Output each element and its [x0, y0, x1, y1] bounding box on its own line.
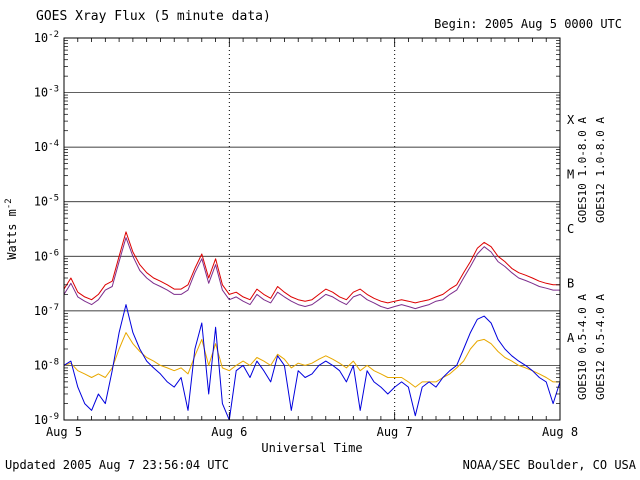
flare-class-label: A — [567, 331, 575, 345]
grid-layer — [64, 38, 560, 420]
y-tick-label: 10-9 — [34, 412, 59, 427]
series-path-goes12-short — [64, 304, 560, 420]
series-legend-goes10-short: GOES10 0.5-4.0 A — [576, 294, 589, 400]
series-path-goes10-short — [64, 332, 560, 388]
source-attribution-label: NOAA/SEC Boulder, CO USA — [463, 458, 637, 472]
chart-title: GOES Xray Flux (5 minute data) — [36, 9, 271, 24]
series-layer — [64, 231, 560, 420]
y-tick-label: 10-2 — [34, 30, 59, 45]
y-tick-label: 10-8 — [34, 357, 59, 372]
flare-class-label: B — [567, 277, 574, 291]
x-tick-label: Aug 7 — [377, 425, 413, 439]
y-tick-label: 10-6 — [34, 248, 59, 263]
flare-class-label: M — [567, 167, 574, 181]
y-axis-title: Watts m-2 — [4, 198, 19, 259]
series-legend-goes12-long: GOES12 1.0-8.0 A — [594, 117, 607, 223]
y-tick-label: 10-5 — [34, 194, 59, 209]
series-path-goes10-long — [64, 237, 560, 310]
x-tick-label: Aug 5 — [46, 425, 82, 439]
x-axis-title: Universal Time — [261, 441, 362, 455]
flare-class-label: C — [567, 222, 574, 236]
y-tick-label: 10-3 — [34, 85, 59, 100]
series-path-goes12-long — [64, 231, 560, 304]
flare-class-label: X — [567, 113, 575, 127]
x-tick-label: Aug 8 — [542, 425, 578, 439]
y-tick-label: 10-7 — [34, 303, 59, 318]
y-tick-label: 10-4 — [34, 139, 59, 154]
axis-layer — [63, 37, 561, 421]
x-tick-label: Aug 6 — [211, 425, 247, 439]
series-legend-goes12-short: GOES12 0.5-4.0 A — [594, 294, 607, 400]
begin-timestamp-label: Begin: 2005 Aug 5 0000 UTC — [434, 17, 622, 31]
series-legend-goes10-long: GOES10 1.0-8.0 A — [576, 117, 589, 223]
updated-timestamp-label: Updated 2005 Aug 7 23:56:04 UTC — [5, 458, 229, 472]
